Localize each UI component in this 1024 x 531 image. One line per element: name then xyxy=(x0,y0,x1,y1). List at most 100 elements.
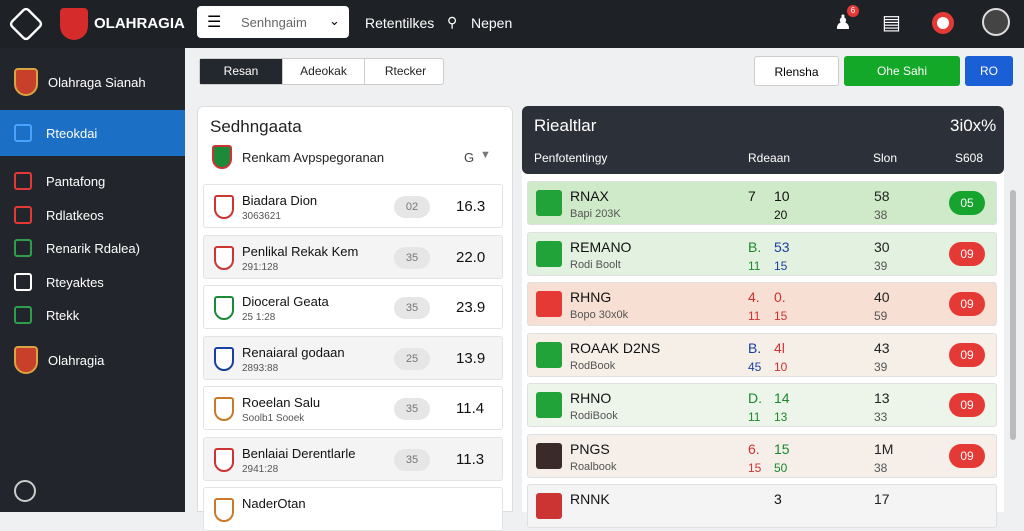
team-name: Roeelan Salu xyxy=(242,395,321,410)
stat: 11 xyxy=(748,258,761,273)
stat: 15 xyxy=(774,440,790,457)
result-badge[interactable]: 09 xyxy=(949,443,985,468)
stat: 10 xyxy=(774,359,788,374)
stat: 0. xyxy=(774,289,786,305)
stat: 43 xyxy=(874,339,890,356)
stat: B. xyxy=(748,339,762,356)
stat: 58 xyxy=(874,188,890,204)
stat: 6. xyxy=(748,440,760,457)
stat: 38 xyxy=(874,208,888,222)
team-icon xyxy=(536,442,562,469)
team-name: RNAX xyxy=(570,188,609,204)
nav-item[interactable]: Renarik Rdalea) xyxy=(46,241,140,256)
result-row[interactable]: RNAX Bapi 203K 7 10 20 58 38 05 xyxy=(527,181,997,225)
result-badge[interactable]: 09 xyxy=(949,342,985,367)
nav-link[interactable]: Nepen xyxy=(471,15,513,31)
nav-icon xyxy=(14,172,32,190)
tab[interactable]: Rtecker xyxy=(364,59,446,84)
score: 23.9 xyxy=(456,299,486,316)
score: 22.0 xyxy=(456,248,486,266)
result-row[interactable]: REMANO Rodi Boolt B. 53 11 15 30 39 09 xyxy=(527,231,997,276)
badge: 02 xyxy=(394,196,430,218)
left-panel: Sedhngaata Renkam Avpspegoranan G ▼ Biad… xyxy=(197,106,513,531)
list-icon[interactable]: ▤ xyxy=(882,12,901,34)
power-icon[interactable] xyxy=(14,480,36,502)
nav-item[interactable]: Rtekk xyxy=(46,308,80,323)
result-row[interactable]: RHNO RodiBook D. 14 11 13 13 33 09 xyxy=(527,383,997,427)
list-row[interactable]: Biadara Dion 3063621 02 16.3 xyxy=(203,184,503,228)
action-button[interactable]: Ohe Sahi xyxy=(844,56,960,86)
team-icon xyxy=(214,195,234,219)
team-icon xyxy=(536,341,562,368)
stat: D. xyxy=(748,390,762,406)
scrollbar[interactable] xyxy=(1010,190,1016,440)
result-badge[interactable]: 09 xyxy=(949,393,985,417)
result-row[interactable]: RNNK 3 17 xyxy=(527,484,997,528)
panel-total: 3i0x% xyxy=(950,116,997,135)
team-name: RHNG xyxy=(570,289,612,305)
stat: 17 xyxy=(874,491,890,507)
team-meta: 2941:28 xyxy=(242,463,279,475)
result-row[interactable]: PNGS Roalbook 6. 15 15 50 1M 38 09 xyxy=(527,433,997,478)
filter-dropdown[interactable]: G xyxy=(464,150,475,165)
badge: 25 xyxy=(394,347,430,370)
nav-item[interactable]: Rdlatkeos xyxy=(46,207,104,223)
stat: 15 xyxy=(774,258,788,273)
list-row[interactable]: Benlaiai Derentlarle 2941:28 35 11.3 xyxy=(203,436,503,481)
team-icon xyxy=(214,346,234,371)
action-button[interactable]: Rlensha xyxy=(754,56,839,86)
list-row[interactable]: Renaiaral godaan 2893:88 25 13.9 xyxy=(203,335,503,380)
tab-bar: Resan Adeokak Rtecker xyxy=(199,58,444,85)
stat: 59 xyxy=(874,309,888,323)
sidebar-footer: Olahragia xyxy=(48,353,105,368)
team-icon xyxy=(214,296,234,320)
sidebar-logo xyxy=(14,346,38,374)
menu-icon[interactable]: ☰ xyxy=(207,14,222,31)
team-meta: Bopo 30x0k xyxy=(570,309,629,321)
dropdown-icon[interactable]: ▼ xyxy=(480,149,491,161)
nav-link[interactable]: Retentilkes xyxy=(365,15,435,31)
alert-icon[interactable] xyxy=(932,12,954,34)
search-box[interactable]: ☰ Senhngaim ⌄ xyxy=(197,6,349,38)
list-row[interactable]: Dioceral Geata 25 1:28 35 23.9 xyxy=(203,285,503,329)
nav-icon xyxy=(14,239,32,257)
column-header: Rdeaan xyxy=(748,151,791,165)
team-name: NaderOtan xyxy=(242,496,306,511)
team-meta: Bapi 203K xyxy=(570,208,621,220)
list-row[interactable]: Roeelan Salu Soolb1 Sooek 35 11.4 xyxy=(203,386,503,430)
nav-item[interactable]: Rteyaktes xyxy=(46,274,104,290)
result-badge[interactable]: 05 xyxy=(949,191,985,215)
badge: 35 xyxy=(394,398,430,420)
result-badge[interactable]: 09 xyxy=(949,241,985,266)
column-header: S608 xyxy=(955,151,984,165)
stat: 10 xyxy=(774,188,790,204)
team-name: Renaiaral godaan xyxy=(242,344,345,360)
nav-item[interactable]: Pantafong xyxy=(46,174,106,189)
tab[interactable]: Resan xyxy=(200,59,282,84)
team-meta: Roalbook xyxy=(570,460,617,473)
dropdown-icon[interactable]: ⌄ xyxy=(329,13,340,28)
stat: 13 xyxy=(874,390,890,406)
sidebar: Olahraga Sianah Olahragia Rteokdai Pantaf… xyxy=(0,48,185,512)
panel-subtitle: Renkam Avpspegoranan xyxy=(242,150,385,165)
list-row[interactable]: Penlikal Rekak Kem 291:128 35 22.0 xyxy=(203,234,503,279)
logo[interactable] xyxy=(7,5,45,43)
team-meta: RodiBook xyxy=(570,410,618,422)
action-button[interactable]: RO xyxy=(965,56,1013,86)
team-name: REMANO xyxy=(570,238,632,255)
avatar[interactable] xyxy=(982,8,1010,36)
result-row[interactable]: ROAAK D2NS RodBook B. 4l 45 10 43 39 09 xyxy=(527,332,997,377)
tab[interactable]: Adeokak xyxy=(282,59,364,84)
badge: 35 xyxy=(394,448,430,471)
result-badge[interactable]: 09 xyxy=(949,292,985,316)
list-row[interactable]: NaderOtan xyxy=(203,487,503,531)
result-row[interactable]: RHNG Bopo 30x0k 4. 0. 11 15 40 59 09 xyxy=(527,282,997,326)
sidebar-logo xyxy=(14,68,38,96)
stat: 45 xyxy=(748,359,762,374)
team-icon xyxy=(214,447,234,472)
user-icon[interactable]: ♟ xyxy=(834,12,852,34)
nav-icon: ⚲ xyxy=(447,14,458,30)
nav-item[interactable]: Rteokdai xyxy=(46,126,98,141)
team-meta: 25 1:28 xyxy=(242,312,276,323)
team-icon xyxy=(536,240,562,267)
